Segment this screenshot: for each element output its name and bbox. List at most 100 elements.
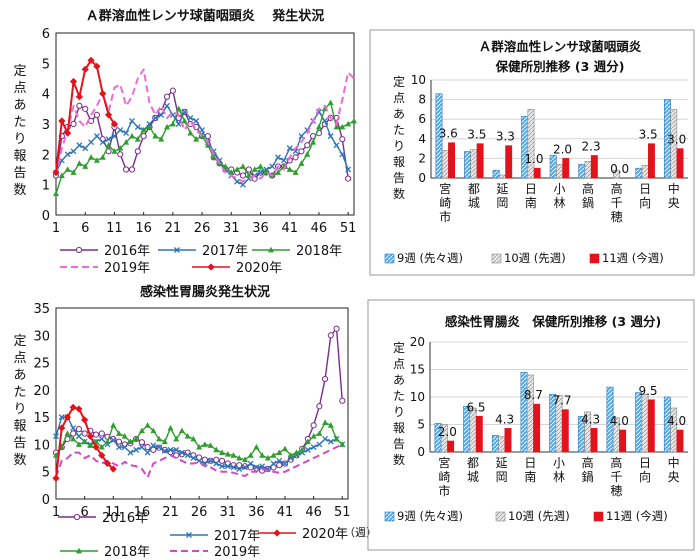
chart-gastro-xtick-label: 36 (248, 505, 265, 520)
chart-gastro-point (75, 405, 83, 413)
chart-strep-point (99, 90, 107, 98)
chart-strep-ylabel-char: 定 (13, 64, 26, 79)
chart-strep-point (292, 169, 299, 175)
chart-gastro-health-center-category-label: 日向 (639, 456, 651, 484)
chart-strep-xtick-label: 21 (165, 221, 182, 236)
chart-strep-legend-label: 2020年 (236, 261, 282, 276)
chart-gastro-point (116, 444, 122, 451)
chart-gastro-health-center-category-label-char: 都 (467, 456, 479, 470)
chart-strep-point (304, 151, 311, 157)
chart-gastro-health-center-category-label-char: 南 (524, 469, 536, 484)
chart-gastro-point (230, 464, 237, 471)
chart-gastro-point (224, 463, 231, 470)
chart-strep-point (275, 169, 282, 175)
chart-gastro-health-center-category-label-char: 日 (524, 456, 536, 470)
chart-strep-point (75, 93, 83, 101)
chart-gastro-health-center-category-label-char: 穂 (610, 484, 622, 498)
chart-gastro-series-line (55, 443, 343, 479)
chart-gastro-ylabel-char: あ (13, 368, 26, 383)
chart-strep-health-center-frame (369, 29, 695, 276)
chart-gastro-health-center-legend-label: 11週 (今週) (606, 509, 668, 523)
chart-gastro-health-center-bar (590, 428, 598, 453)
chart-strep-health-center-category-label: 小林 (553, 182, 565, 210)
chart-strep-point (345, 166, 352, 173)
chart-strep-health-center-legend-label: 10週 (先週) (504, 251, 566, 265)
chart-strep-health-center-bar (470, 149, 478, 179)
chart-gastro-point (173, 435, 180, 442)
chart-strep-health-center-subtitle: 保健所別推移 (3 週分) (495, 59, 625, 74)
chart-strep-point (58, 172, 65, 178)
chart-gastro-point (253, 443, 260, 450)
chart-gastro-health-center-category-label: 高千穂 (610, 455, 622, 498)
chart-gastro-health-center-legend-swatch (495, 511, 506, 522)
chart-strep-point (315, 123, 322, 130)
chart-gastro-health-center-legend-item: 9週 (先々週) (384, 509, 463, 523)
chart-gastro-point (230, 452, 237, 458)
chart-gastro-point (339, 441, 346, 447)
chart-strep-health-center-ytick-label: 4 (418, 132, 426, 146)
chart-strep-point (87, 56, 95, 64)
chart-strep-point (257, 163, 264, 169)
chart-gastro-point (69, 403, 77, 411)
chart-strep-point (52, 168, 60, 177)
chart-strep-point (99, 154, 106, 160)
chart-strep-point (321, 118, 328, 124)
chart-gastro-health-center-ytick-label: 10 (410, 390, 425, 404)
chart-strep-health-center-bar (549, 155, 557, 179)
chart-gastro-health-center-category-label: 日南 (524, 456, 536, 484)
chart-gastro-health-center-bar (447, 440, 455, 453)
chart-strep-point (204, 142, 211, 148)
chart-gastro-point (299, 446, 306, 453)
chart-strep-health-center-category-label-char: 崎 (439, 196, 451, 210)
chart-strep-point (286, 145, 293, 152)
chart-gastro-point (53, 433, 59, 440)
chart-strep-health-center-legend-item: 10週 (先週) (491, 251, 566, 265)
chart-gastro-ylabel-char: 告 (13, 436, 26, 451)
chart-strep-health-center-category-label-char: 都 (468, 182, 480, 196)
chart-gastro-ytick-label: 25 (33, 357, 50, 372)
chart-strep-health-center-legend-swatch (589, 253, 600, 264)
chart-gastro-point (236, 466, 243, 472)
chart-gastro-health-center-category-label-char: 崎 (438, 470, 450, 484)
chart-gastro-point (304, 438, 311, 445)
chart-strep-point (93, 62, 101, 70)
chart-strep-ytick-label: 5 (42, 57, 50, 72)
chart-gastro-ylabel-char: 数 (13, 453, 26, 468)
chart-strep-legend-item: 2016年 (60, 244, 150, 259)
chart-strep-point (105, 142, 112, 148)
chart-gastro-health-center-ylabel-char: り (393, 405, 405, 419)
chart-gastro-point (322, 419, 329, 425)
chart-strep-health-center-category-label: 高鍋 (582, 181, 594, 210)
chart-strep-health-center-category-label-char: 林 (553, 196, 565, 210)
chart-gastro-health-center-bar (561, 409, 569, 453)
chart-gastro-health-center-bar (475, 415, 483, 453)
chart-strep-health-center-ylabel-char: 点 (393, 91, 405, 105)
chart-gastro-point (247, 464, 254, 471)
chart-gastro-point (75, 426, 83, 433)
chart-gastro-point (109, 465, 117, 473)
chart-strep-point (140, 126, 147, 133)
chart-gastro-point (321, 375, 329, 383)
chart-strep-health-center-bar (556, 163, 563, 179)
chart-strep-health-center-category-label-char: 小 (553, 182, 565, 196)
chart-gastro-health-center-frame (367, 299, 695, 551)
chart-gastro-point (98, 443, 105, 450)
chart-strep-series-2 (53, 99, 357, 197)
chart-strep-legend-marker (75, 246, 83, 254)
chart-strep-health-center-category-label: 日向 (639, 182, 651, 210)
chart-strep-xtick-label: 11 (106, 221, 123, 236)
chart-gastro-point (219, 449, 226, 456)
chart-strep-health-center-ylabel-char: 数 (393, 186, 405, 201)
chart-strep-point (339, 136, 346, 143)
chart-gastro-point (304, 446, 311, 453)
chart-strep-point (70, 148, 77, 155)
chart-strep-point (169, 87, 176, 94)
chart-gastro-point (282, 445, 289, 452)
chart-strep-plot-frame (55, 32, 355, 216)
chart-gastro-health-center-ytick-label: 5 (417, 418, 425, 432)
chart-gastro-point (127, 449, 134, 456)
